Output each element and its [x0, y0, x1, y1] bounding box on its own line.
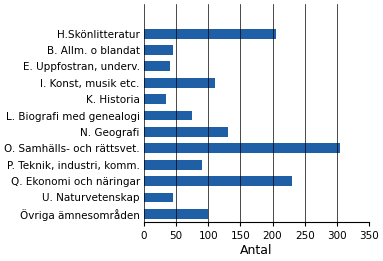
- Bar: [144, 29, 276, 39]
- Bar: [144, 111, 192, 121]
- Bar: [144, 209, 208, 219]
- Bar: [144, 45, 173, 55]
- Bar: [144, 62, 170, 71]
- Bar: [144, 143, 340, 153]
- Bar: [144, 193, 173, 202]
- Bar: [144, 127, 228, 137]
- X-axis label: Antal: Antal: [240, 244, 273, 257]
- Bar: [144, 78, 215, 88]
- Bar: [144, 94, 167, 104]
- Bar: [144, 176, 292, 186]
- Bar: [144, 160, 202, 170]
